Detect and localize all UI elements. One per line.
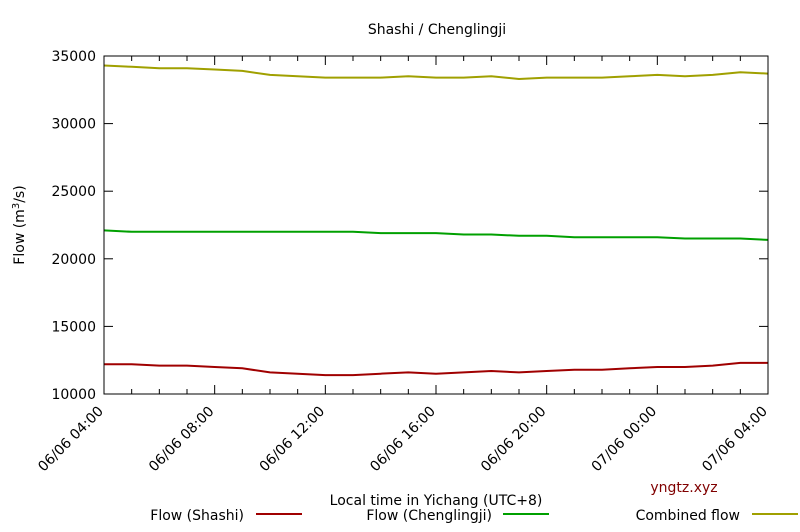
x-tick-label: 06/06 12:00 [257,404,329,476]
x-axis-label: Local time in Yichang (UTC+8) [330,493,543,509]
x-axis-ticks: 06/06 04:00 06/06 08:00 06/06 12:00 06/06 1… [35,56,771,475]
y-tick-label: 25000 [51,184,96,200]
x-tick-label: 06/06 08:00 [146,404,218,476]
y-tick-label: 30000 [51,117,96,133]
y-tick-label: 10000 [51,387,96,403]
chart-title: Shashi / Chenglingji [368,22,506,38]
y-axis-ticks: 10000 15000 20000 25000 30000 35000 [51,49,768,403]
x-tick-label: 06/06 16:00 [367,404,439,476]
plot-frame [103,55,769,395]
x-tick-label: 06/06 04:00 [35,404,107,476]
watermark: yngtz.xyz [650,480,717,496]
x-tick-label: 06/06 20:00 [478,404,550,476]
y-tick-label: 20000 [51,252,96,268]
legend-label-0: Flow (Shashi) [150,508,244,524]
legend-label-2: Combined flow [636,508,740,524]
x-tick-label: 07/06 04:00 [699,404,771,476]
legend-label-1: Flow (Chenglingji) [366,508,492,524]
y-tick-label: 15000 [51,319,96,335]
legend: Flow (Shashi) Flow (Chenglingji) Combined … [150,508,798,524]
y-tick-label: 35000 [51,49,96,65]
x-tick-label: 07/06 00:00 [589,404,661,476]
series-lines [103,64,769,377]
series-line-1 [103,229,769,241]
y-axis-label: Flow (m3/s) [11,185,28,264]
series-line-0 [104,361,768,377]
series-line-2 [103,64,769,81]
